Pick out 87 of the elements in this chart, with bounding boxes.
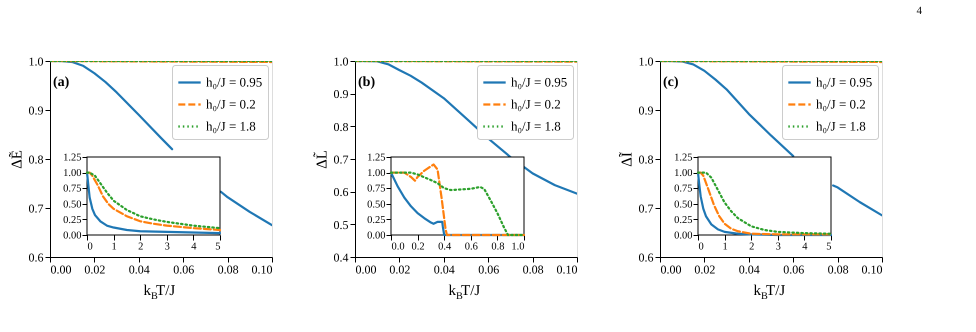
y-tick-label: 0.5 [334,218,348,232]
y-tick-label: 0.75 [63,184,82,195]
x-tick-label: 0.10 [556,262,578,276]
legend-label: h₀/J = 0.2 [511,96,561,112]
x-tick-label: 0.2 [412,242,425,252]
legend-label: h₀/J = 0.95 [816,74,872,90]
text: 4 [916,5,922,17]
x-tick-label: 0.00 [50,262,72,276]
x-tick-label: 2 [749,242,754,252]
y-tick-label: 0.9 [334,87,348,102]
x-tick-label: 0.04 [434,262,455,276]
x-tick-label: 0.06 [478,262,500,276]
y-tick-label: 0.9 [638,104,654,118]
x-tick-label: 0.08 [522,262,544,276]
y-tick-label: 0.7 [638,202,654,216]
y-tick-label: 0.50 [674,199,692,210]
y-tick-label: 0.50 [63,199,82,210]
x-tick-label: 0.10 [862,262,882,276]
y-tick-label: 0.75 [367,184,386,195]
y-tick-label: 1.0 [28,54,44,68]
y-tick-label: 0.4 [334,250,348,264]
x-tick-label: 0.08 [828,262,849,276]
annotation: (a) [53,75,70,90]
x-tick-label: 0.02 [84,262,106,276]
x-tick-label: 0.08 [218,262,239,276]
x-tick-label: 0.0 [392,242,405,252]
legend-label: h₀/J = 0.95 [206,74,262,90]
x-tick-label: 0 [88,242,93,252]
y-tick-label: 1.25 [674,152,692,164]
x-tick-label: 3 [164,242,170,252]
x-tick-label: 0.00 [356,262,376,276]
legend-label: h₀/J = 0.2 [206,96,256,112]
y-axis-title: ΔẼ [8,150,26,169]
x-tick-label: 4 [191,242,198,252]
x-tick-label: 0.4 [438,242,452,252]
y-tick-label: 0.6 [28,250,44,264]
y-tick-label: 0.8 [638,152,654,166]
x-tick-label: 0.6 [464,242,478,252]
x-tick-label: 0.06 [173,262,194,276]
y-tick-label: 0.00 [63,230,82,242]
y-tick-label: 0.6 [334,185,348,200]
x-tick-label: 0.06 [783,262,804,276]
y-tick-label: 0.00 [674,230,692,242]
y-tick-label: 0.25 [367,214,386,226]
y-tick-label: 0.9 [28,104,44,118]
legend-label: h₀/J = 1.8 [816,118,866,134]
y-tick-label: 0.6 [638,250,654,264]
x-tick-label: 3 [776,242,781,252]
y-tick-label: 0.50 [367,199,386,210]
y-tick-label: 0.25 [674,214,692,226]
y-tick-label: 0.7 [28,202,44,216]
x-tick-label: 1 [111,242,117,252]
y-tick-label: 1.00 [367,168,386,180]
x-tick-label: 0.8 [491,242,504,252]
y-axis-title: ΔĨ [618,152,636,167]
x-tick-label: 0.10 [252,262,272,276]
x-tick-label: 0.02 [694,262,716,276]
legend-label: h₀/J = 0.2 [816,96,866,112]
legend-label: h₀/J = 0.95 [511,74,568,90]
y-tick-label: 0.25 [63,214,82,226]
legend-label: h₀/J = 1.8 [206,118,256,134]
y-tick-label: 1.25 [63,152,82,164]
x-tick-label: 2 [138,242,144,252]
y-tick-label: 0.00 [367,230,386,242]
annotation: (c) [663,75,679,90]
y-tick-label: 1.25 [367,152,386,164]
y-tick-label: 0.8 [334,120,348,134]
x-tick-label: 5 [215,242,220,252]
x-tick-label: 0.00 [660,262,682,276]
y-tick-label: 1.00 [674,168,692,180]
x-tick-label: 0.02 [389,262,410,276]
x-tick-label: 5 [826,242,832,252]
legend-label: h₀/J = 1.8 [511,118,561,134]
y-tick-label: 0.8 [28,152,44,166]
y-axis-title: ΔL̃ [312,150,330,169]
y-tick-label: 1.0 [334,54,348,68]
y-tick-label: 1.00 [63,168,82,180]
x-tick-label: 0.04 [128,262,150,276]
x-tick-label: 0.04 [738,262,760,276]
annotation: (b) [358,75,376,90]
x-tick-label: 1.0 [511,242,524,252]
x-tick-label: 1 [722,242,728,252]
y-tick-label: 1.0 [638,54,654,68]
y-tick-label: 0.75 [674,184,692,195]
x-tick-label: 4 [802,242,808,252]
y-tick-label: 0.7 [334,152,348,166]
x-tick-label: 0 [698,242,704,252]
